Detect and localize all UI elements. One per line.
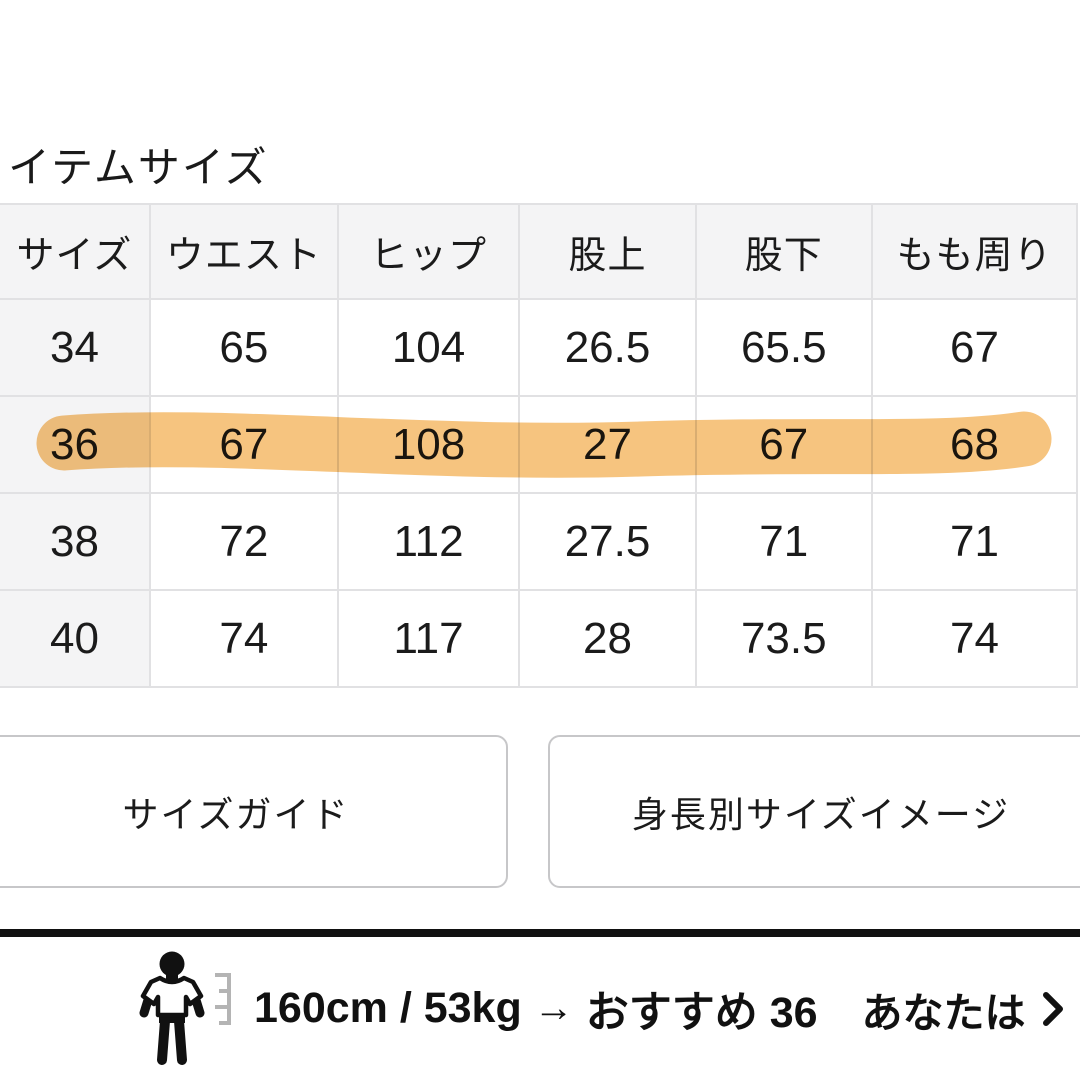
height-size-image-button-label: 身長別サイズイメージ xyxy=(631,793,1011,835)
column-header-size: サイズ xyxy=(0,203,151,300)
table-cell: 72 xyxy=(148,492,339,591)
table-cell: 112 xyxy=(336,492,521,591)
table-row-size-38: 38 72 112 27.5 71 71 xyxy=(0,492,1079,591)
table-header-row: サイズ ウエスト ヒップ 股上 股下 もも周り xyxy=(0,203,1079,300)
height-size-image-button[interactable]: 身長別サイズイメージ xyxy=(548,735,1080,888)
user-measurements: 160cm / 53kg xyxy=(254,984,522,1032)
page-title: イテムサイズ xyxy=(8,144,269,191)
table-cell: 71 xyxy=(870,492,1079,591)
table-cell: 26.5 xyxy=(518,298,697,397)
table-cell: 34 xyxy=(0,298,151,397)
size-guide-button-label: サイズガイド xyxy=(122,793,350,835)
table-cell: 117 xyxy=(336,589,521,688)
section-divider xyxy=(0,929,1080,937)
chevron-right-icon[interactable] xyxy=(1042,991,1064,1027)
height-ruler-icon xyxy=(215,972,231,1025)
table-cell: 73.5 xyxy=(694,589,873,688)
recommendation-text: 160cm / 53kg → おすすめ 36 あなたは xyxy=(254,978,1064,1040)
your-size-link[interactable]: あなたは xyxy=(861,989,1026,1036)
table-cell: 74 xyxy=(870,589,1079,688)
table-cell: 104 xyxy=(336,298,521,397)
table-cell: 65 xyxy=(148,298,339,397)
person-height-icon xyxy=(139,951,205,1065)
size-guide-button[interactable]: サイズガイド xyxy=(0,735,508,888)
table-cell: 108 xyxy=(336,395,521,494)
column-header-hip: ヒップ xyxy=(336,203,521,300)
table-cell: 27 xyxy=(518,395,697,494)
column-header-waist: ウエスト xyxy=(148,203,339,300)
table-cell: 65.5 xyxy=(694,298,873,397)
column-header-rise: 股上 xyxy=(518,203,697,300)
size-recommendation-bar: 160cm / 53kg → おすすめ 36 あなたは xyxy=(0,937,1080,1080)
table-row-size-40: 40 74 117 28 73.5 74 xyxy=(0,589,1079,688)
table-cell: 27.5 xyxy=(518,492,697,591)
table-cell: 36 xyxy=(0,395,151,494)
arrow-right-icon: → xyxy=(533,986,574,1030)
table-cell: 67 xyxy=(870,298,1079,397)
recommended-size: おすすめ 36 xyxy=(585,988,818,1037)
size-table: サイズ ウエスト ヒップ 股上 股下 もも周り 34 65 104 26.5 6… xyxy=(0,203,1079,688)
column-header-inseam: 股下 xyxy=(694,203,873,300)
table-cell: 67 xyxy=(694,395,873,494)
table-cell: 71 xyxy=(694,492,873,591)
table-cell: 68 xyxy=(870,395,1079,494)
table-cell: 67 xyxy=(148,395,339,494)
table-cell: 74 xyxy=(148,589,339,688)
table-row-size-36-highlighted: 36 67 108 27 67 68 xyxy=(0,395,1079,494)
table-cell: 40 xyxy=(0,589,151,688)
table-cell: 38 xyxy=(0,492,151,591)
column-header-thigh: もも周り xyxy=(870,203,1079,300)
table-cell: 28 xyxy=(518,589,697,688)
table-row-size-34: 34 65 104 26.5 65.5 67 xyxy=(0,298,1079,397)
